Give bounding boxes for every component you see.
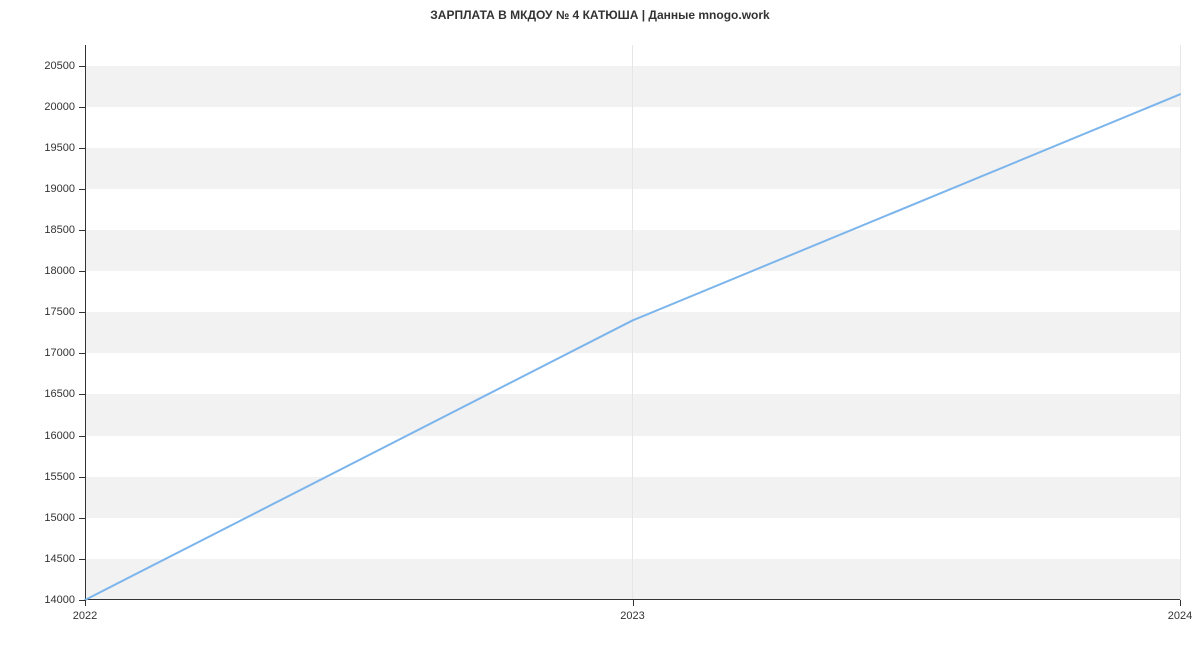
line-layer (85, 45, 1180, 600)
y-tick-label: 19500 (44, 142, 75, 154)
x-tick-label: 2024 (1168, 610, 1192, 622)
y-tick (79, 66, 85, 67)
x-tick-label: 2022 (73, 610, 97, 622)
y-tick (79, 107, 85, 108)
x-tick (85, 600, 86, 606)
y-tick-label: 14000 (44, 594, 75, 606)
y-tick-label: 20000 (44, 101, 75, 113)
chart-title: ЗАРПЛАТА В МКДОУ № 4 КАТЮША | Данные mno… (0, 8, 1200, 22)
y-tick-label: 16500 (44, 388, 75, 400)
y-tick-label: 15000 (44, 512, 75, 524)
y-tick-label: 15500 (44, 471, 75, 483)
x-tick (633, 600, 634, 606)
y-tick-label: 17500 (44, 306, 75, 318)
y-tick-label: 19000 (44, 183, 75, 195)
y-tick (79, 394, 85, 395)
y-tick (79, 312, 85, 313)
y-tick-label: 16000 (44, 430, 75, 442)
y-tick (79, 559, 85, 560)
y-tick (79, 271, 85, 272)
y-tick-label: 20500 (44, 60, 75, 72)
y-tick (79, 230, 85, 231)
x-tick-label: 2023 (620, 610, 644, 622)
y-tick (79, 353, 85, 354)
series-line-salary (85, 94, 1180, 600)
y-tick-label: 17000 (44, 347, 75, 359)
y-tick-label: 14500 (44, 553, 75, 565)
plot-area (85, 45, 1180, 600)
y-tick-label: 18000 (44, 265, 75, 277)
y-tick (79, 518, 85, 519)
y-tick (79, 189, 85, 190)
y-tick (79, 436, 85, 437)
y-tick-label: 18500 (44, 224, 75, 236)
salary-chart: ЗАРПЛАТА В МКДОУ № 4 КАТЮША | Данные mno… (0, 0, 1200, 650)
x-tick (1180, 600, 1181, 606)
y-tick (79, 477, 85, 478)
y-tick (79, 148, 85, 149)
